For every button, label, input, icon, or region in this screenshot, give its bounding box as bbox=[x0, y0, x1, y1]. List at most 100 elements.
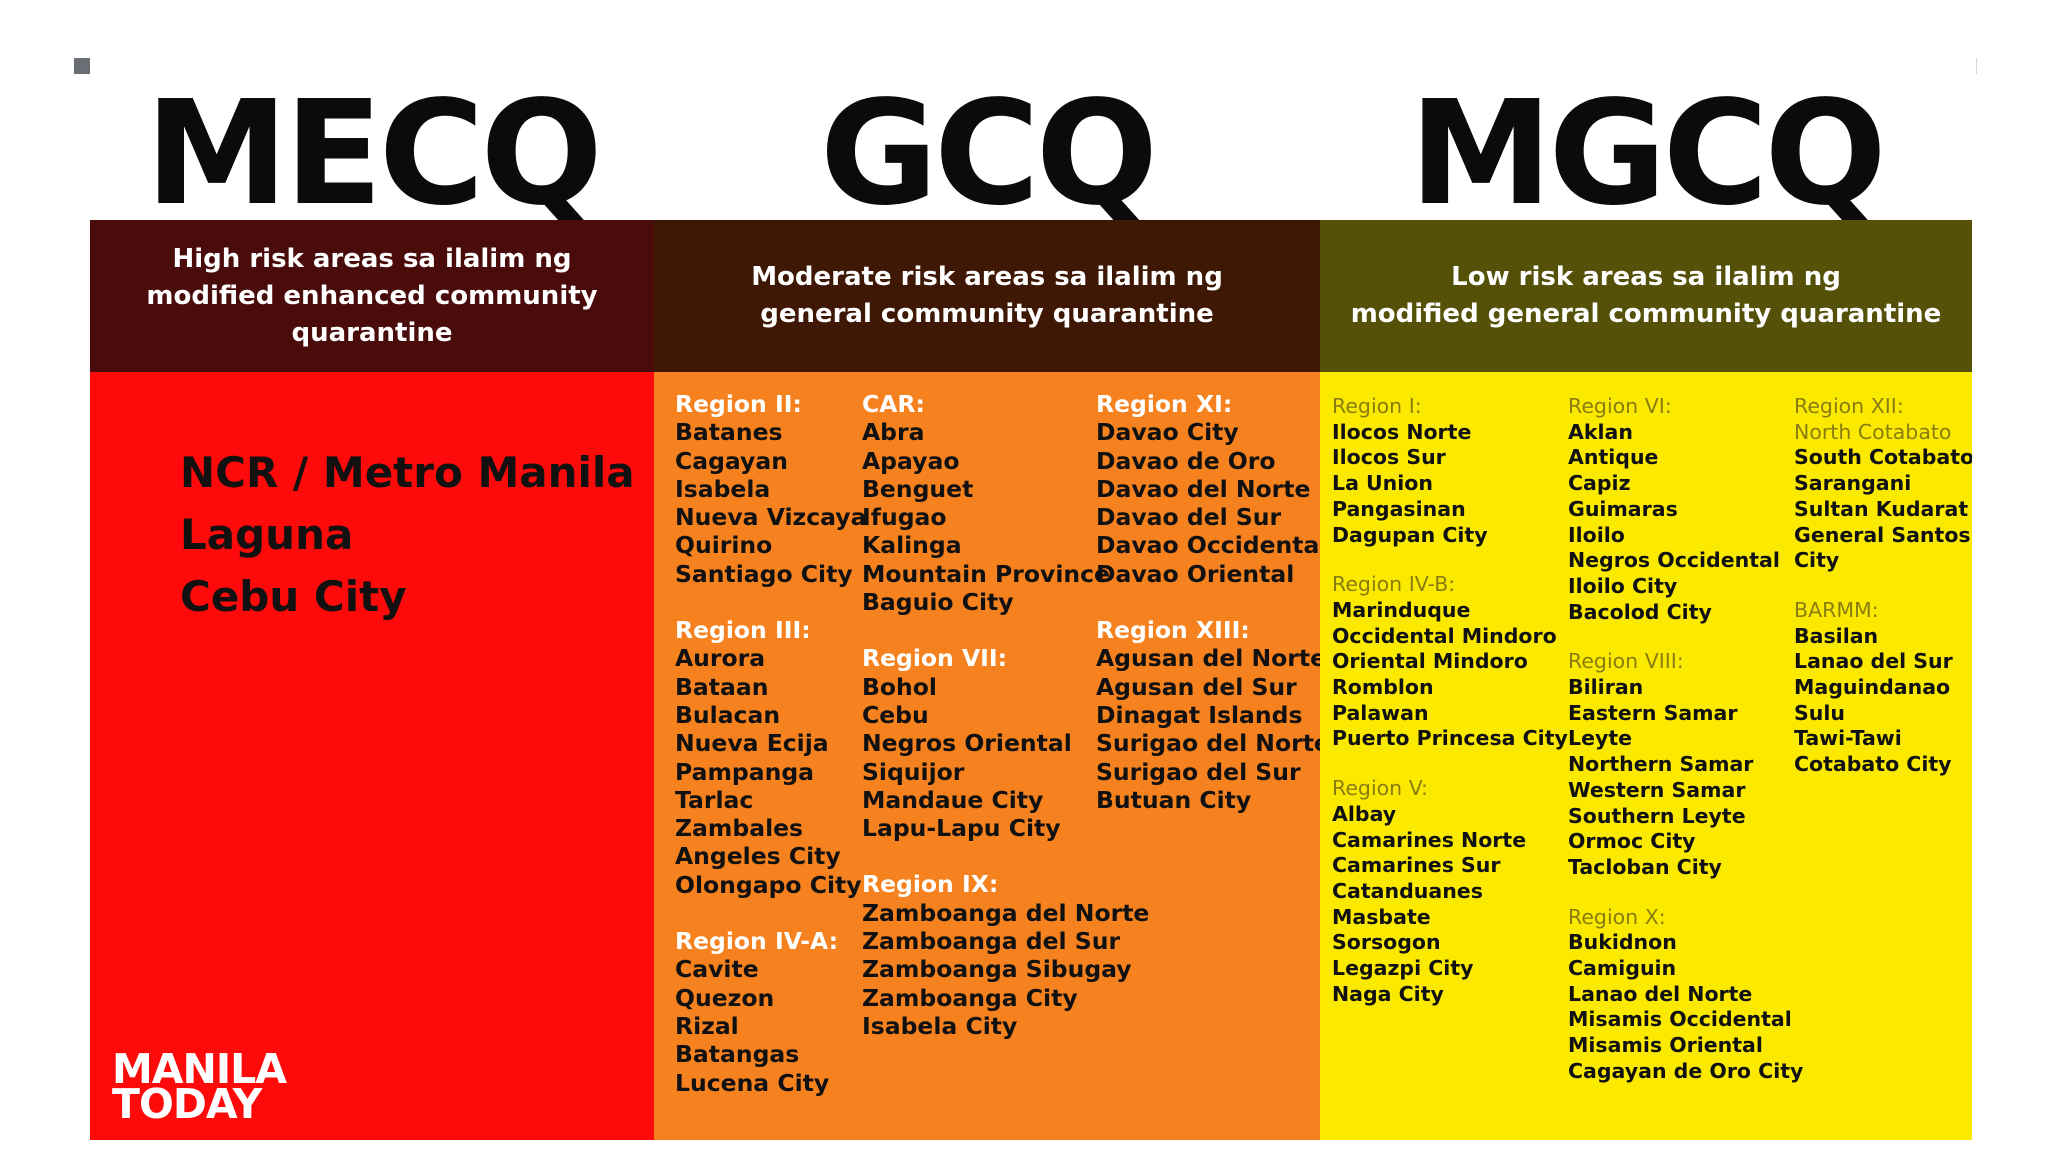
area-item: Leyte bbox=[1568, 726, 1633, 751]
area-item: Ormoc City bbox=[1568, 829, 1696, 854]
area-item: Davao City bbox=[1096, 418, 1239, 447]
region-group: Region IV-B: Marinduque Occidental Mindoro… bbox=[1332, 572, 1568, 752]
mecq-title: MECQ bbox=[145, 69, 603, 237]
area-item: Dinagat Islands bbox=[1096, 700, 1303, 729]
area-item: Pampanga bbox=[675, 757, 815, 786]
region-heading: BARMM: bbox=[1794, 597, 1879, 622]
area-item: Apayao bbox=[862, 446, 960, 475]
corner-divider bbox=[1976, 58, 1977, 74]
area-item: Mountain Province bbox=[862, 559, 1110, 588]
area-item: Zamboanga del Sur bbox=[862, 927, 1121, 956]
region-group: CAR: Abra Apayao Benguet Ifugao Kalinga Mounta… bbox=[862, 390, 1149, 616]
region-heading: Region V: bbox=[1332, 776, 1428, 801]
mecq-area-list: NCR / Metro Manila Laguna Cebu City bbox=[180, 442, 635, 628]
area-item: La Union bbox=[1332, 471, 1433, 496]
mgcq-body: Region I: Ilocos Norte Ilocos Sur La Union P… bbox=[1320, 372, 1972, 1140]
area-item: Agusan del Sur bbox=[1096, 672, 1297, 701]
area-item: Zamboanga City bbox=[862, 983, 1078, 1012]
area-item: Agusan del Norte bbox=[1096, 644, 1320, 673]
mgcq-description: Low risk areas sa ilalim ng modified gen… bbox=[1320, 220, 1972, 372]
area-item: Camarines Sur bbox=[1332, 853, 1501, 878]
area-item: Lanao del Norte bbox=[1568, 981, 1753, 1006]
area-item-dim: North Cotabato bbox=[1794, 419, 1952, 444]
area-item: Bulacan bbox=[675, 700, 781, 729]
area-item: Occidental Mindoro bbox=[1332, 623, 1557, 648]
area-item: Romblon bbox=[1332, 675, 1434, 700]
area-item: Rizal bbox=[675, 1011, 739, 1040]
area-item: General Santos bbox=[1794, 522, 1971, 547]
area-item: Benguet bbox=[862, 474, 974, 503]
area-item: Tawi-Tawi bbox=[1794, 726, 1902, 751]
mgcq-description-line-1: Low risk areas sa ilalim ng bbox=[1451, 262, 1841, 292]
region-group: Region IV-A: Cavite Quezon Rizal Batangas Luc… bbox=[675, 927, 866, 1097]
area-item: Isabela bbox=[675, 474, 771, 503]
area-item: Pangasinan bbox=[1332, 496, 1466, 521]
area-item: Lapu-Lapu City bbox=[862, 814, 1061, 843]
gcq-zone: GCQ Moderate risk areas sa ilalim ng gen… bbox=[654, 0, 1320, 1140]
area-item: Negros Oriental bbox=[862, 729, 1072, 758]
area-item: Camiguin bbox=[1568, 956, 1677, 981]
area-item: South Cotabato bbox=[1794, 445, 1972, 470]
logo-line-2: TODAY bbox=[112, 1080, 262, 1128]
area-item: Quirino bbox=[675, 531, 773, 560]
area-item: Siquijor bbox=[862, 757, 965, 786]
mecq-area: Laguna bbox=[180, 510, 354, 559]
gcq-title: GCQ bbox=[819, 69, 1158, 237]
region-heading: Region VII: bbox=[862, 644, 1008, 673]
mecq-area: Cebu City bbox=[180, 572, 407, 621]
area-item: Nueva Vizcaya bbox=[675, 503, 867, 532]
area-item: Kalinga bbox=[862, 531, 962, 560]
area-item: Dagupan City bbox=[1332, 522, 1488, 547]
area-item: Cotabato City bbox=[1794, 752, 1952, 777]
area-item: Nueva Ecija bbox=[675, 729, 829, 758]
region-group: Region X: Bukidnon Camiguin Lanao del Norte… bbox=[1568, 905, 1803, 1085]
area-item: Davao del Norte bbox=[1096, 474, 1311, 503]
corner-square-icon bbox=[74, 58, 90, 74]
area-item: Catanduanes bbox=[1332, 878, 1483, 903]
area-item: Cagayan de Oro City bbox=[1568, 1058, 1804, 1083]
region-heading: Region VI: bbox=[1568, 394, 1672, 418]
region-group: Region IX: Zamboanga del Norte Zamboanga d… bbox=[862, 870, 1149, 1040]
area-item: Masbate bbox=[1332, 904, 1431, 929]
area-item: Southern Leyte bbox=[1568, 803, 1746, 828]
area-item: Puerto Princesa City bbox=[1332, 726, 1568, 751]
area-item: Ilocos Norte bbox=[1332, 419, 1472, 444]
region-group: Region XIII: Agusan del Norte Agusan del S… bbox=[1096, 616, 1320, 814]
region-group: Region II: Batanes Cagayan Isabela Nueva Viz… bbox=[675, 390, 866, 588]
mecq-zone: MECQ High risk areas sa ilalim ng modifi… bbox=[90, 0, 654, 1140]
region-group: Region VIII: Biliran Eastern Samar Leyte Nor… bbox=[1568, 649, 1803, 880]
area-item: Batanes bbox=[675, 418, 783, 447]
area-item: Sultan Kudarat bbox=[1794, 496, 1969, 521]
area-item: Maguindanao bbox=[1794, 675, 1951, 700]
region-heading: Region II: bbox=[675, 390, 802, 418]
area-item: Surigao del Sur bbox=[1096, 757, 1301, 786]
area-item: Misamis Occidental bbox=[1568, 1007, 1792, 1032]
area-item: Ifugao bbox=[862, 503, 947, 532]
area-item: Davao Occidental bbox=[1096, 531, 1320, 560]
mecq-description: High risk areas sa ilalim ng modified en… bbox=[90, 220, 654, 372]
mecq-body: NCR / Metro Manila Laguna Cebu City MANI… bbox=[90, 372, 654, 1140]
region-heading: Region I: bbox=[1332, 394, 1422, 418]
mgcq-column-1: Region I: Ilocos Norte Ilocos Sur La Union P… bbox=[1332, 394, 1568, 1031]
mgcq-zone: MGCQ Low risk areas sa ilalim ng modifie… bbox=[1320, 0, 1972, 1140]
area-item: Olongapo City bbox=[675, 870, 862, 899]
area-item: Lucena City bbox=[675, 1068, 830, 1097]
area-item: Iloilo bbox=[1568, 522, 1625, 547]
mecq-description-line-1: High risk areas sa ilalim ng bbox=[172, 243, 572, 274]
gcq-description: Moderate risk areas sa ilalim ng general… bbox=[654, 220, 1320, 372]
area-item: Palawan bbox=[1332, 700, 1429, 725]
gcq-column-1: Region II: Batanes Cagayan Isabela Nueva Viz… bbox=[675, 390, 866, 1125]
area-item: Iloilo City bbox=[1568, 573, 1678, 598]
area-item: Cavite bbox=[675, 955, 759, 984]
area-item: Western Samar bbox=[1568, 777, 1746, 802]
area-item: Zambales bbox=[675, 814, 804, 843]
area-item: Davao Oriental bbox=[1096, 559, 1295, 588]
region-heading: Region XI: bbox=[1096, 390, 1233, 418]
area-item: Quezon bbox=[675, 983, 775, 1012]
mgcq-title: MGCQ bbox=[1409, 69, 1887, 237]
area-item: Naga City bbox=[1332, 981, 1444, 1006]
area-item: Antique bbox=[1568, 445, 1659, 470]
region-group: Region VI: Aklan Antique Capiz Guimaras Iloil… bbox=[1568, 394, 1803, 625]
area-item: Davao de Oro bbox=[1096, 446, 1276, 475]
gcq-description-line-1: Moderate risk areas sa ilalim ng bbox=[751, 262, 1223, 292]
